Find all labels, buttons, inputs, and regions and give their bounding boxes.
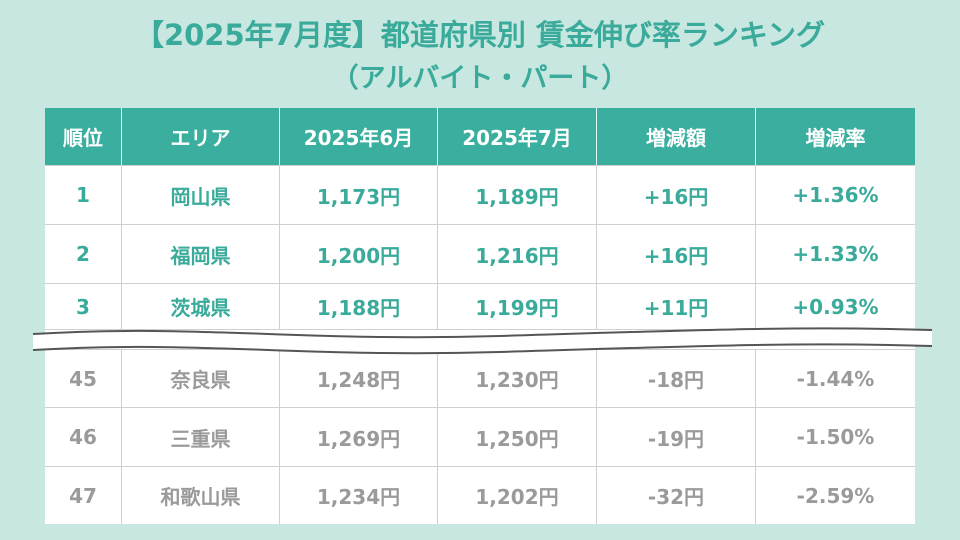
- cell-change-amount: -32円: [597, 467, 756, 524]
- cell-june: 1,269円: [280, 408, 438, 466]
- cell-area: 奈良県: [122, 350, 280, 407]
- cell-june: 1,200円: [280, 225, 438, 283]
- header-change-rate: 増減率: [805, 126, 866, 150]
- cell-change-rate: -2.59%: [796, 483, 875, 508]
- cell-change-amount: -19円: [597, 408, 756, 466]
- cell-rank: 1: [45, 166, 122, 224]
- cell-rank: 3: [45, 284, 122, 329]
- header-july: 2025年7月: [438, 108, 597, 165]
- cell-july: 1,199円: [438, 284, 597, 329]
- cell-june: 1,248円: [280, 350, 438, 407]
- cell-june: 1,234円: [280, 467, 438, 524]
- cell-change-rate: +0.93%: [792, 294, 879, 319]
- cell-change-amount: +16円: [597, 166, 756, 224]
- cell-rank: 45: [45, 350, 122, 407]
- page-subtitle: （アルバイト・パート）: [331, 63, 629, 94]
- table-row: 45 奈良県 1,248円 1,230円 -18円 -1.44%: [45, 350, 915, 408]
- table-row: 47 和歌山県 1,234円 1,202円 -32円 -2.59%: [45, 467, 915, 524]
- cell-july: 1,250円: [438, 408, 597, 466]
- cell-june: 1,188円: [280, 284, 438, 329]
- cell-july: 1,202円: [438, 467, 597, 524]
- cell-rank: 46: [45, 408, 122, 466]
- cell-july: 1,216円: [438, 225, 597, 283]
- table-header: 順位 エリア 2025年6月 2025年7月 増減額 増減率: [45, 108, 915, 166]
- cell-change-amount: -18円: [597, 350, 756, 407]
- cell-area: 茨城県: [122, 284, 280, 329]
- cell-change-rate: -1.50%: [796, 425, 875, 449]
- cell-change-rate: +1.36%: [792, 183, 879, 207]
- cell-change-rate: +1.33%: [792, 242, 879, 266]
- table-row: 2 福岡県 1,200円 1,216円 +16円 +1.33%: [45, 225, 915, 284]
- header-change-amount: 増減額: [597, 108, 756, 165]
- table-row: 46 三重県 1,269円 1,250円 -19円 -1.50%: [45, 408, 915, 467]
- omission-wave-divider: [32, 327, 933, 355]
- table-row: 1 岡山県 1,173円 1,189円 +16円 +1.36%: [45, 166, 915, 225]
- cell-change-amount: +11円: [597, 284, 756, 329]
- header-june: 2025年6月: [280, 108, 438, 165]
- table-row: 3 茨城県 1,188円 1,199円 +11円 +0.93%: [45, 284, 915, 330]
- cell-july: 1,230円: [438, 350, 597, 407]
- ranking-table: 順位 エリア 2025年6月 2025年7月 増減額 増減率 1 岡山県 1,1…: [45, 108, 915, 524]
- header-rank: 順位: [45, 108, 122, 165]
- cell-rank: 2: [45, 225, 122, 283]
- cell-area: 和歌山県: [122, 467, 280, 524]
- cell-june: 1,173円: [280, 166, 438, 224]
- cell-area: 岡山県: [122, 166, 280, 224]
- cell-change-amount: +16円: [597, 225, 756, 283]
- page-title: 【2025年7月度】都道府県別 賃金伸び率ランキング: [134, 18, 826, 52]
- cell-july: 1,189円: [438, 166, 597, 224]
- header-area: エリア: [122, 108, 280, 165]
- cell-area: 福岡県: [122, 225, 280, 283]
- cell-rank: 47: [45, 467, 122, 524]
- cell-area: 三重県: [122, 408, 280, 466]
- cell-change-rate: -1.44%: [796, 366, 875, 391]
